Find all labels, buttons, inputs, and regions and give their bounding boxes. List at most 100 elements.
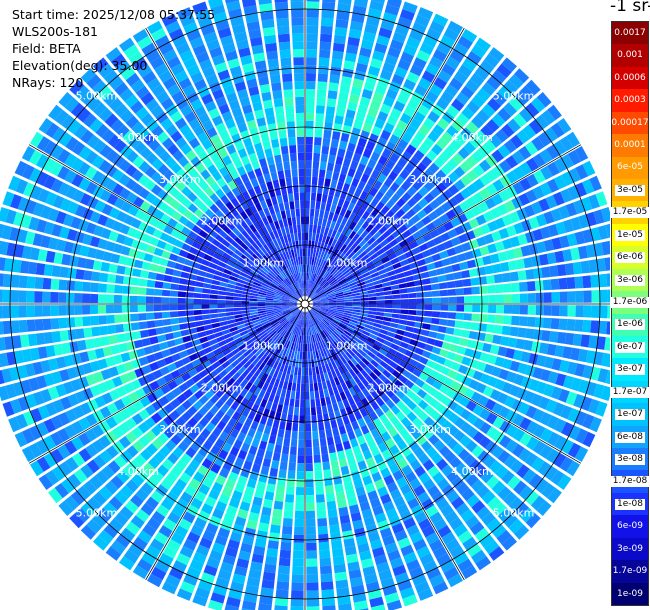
ray-bin <box>98 107 113 122</box>
ray-bin <box>472 164 485 177</box>
ray-bin <box>518 448 532 463</box>
ray-bin <box>453 42 469 57</box>
ray-bin <box>310 351 314 360</box>
ray-bin <box>267 58 279 68</box>
ray-bin <box>305 216 310 225</box>
ray-bin <box>468 218 480 229</box>
ray-bin <box>422 366 433 376</box>
ray-bin <box>445 388 457 399</box>
ray-bin <box>573 199 585 215</box>
ray-bin <box>212 170 222 182</box>
ray-bin <box>497 486 512 501</box>
ray-bin <box>543 305 552 316</box>
ray-bin <box>536 241 547 254</box>
ray-bin <box>506 170 519 184</box>
ray-bin <box>338 458 348 468</box>
ray-bin <box>312 374 318 384</box>
ray-bin <box>372 92 384 103</box>
ray-bin <box>109 389 120 401</box>
ray-bin <box>348 264 357 271</box>
ray-bin <box>449 343 459 353</box>
ray-bin <box>392 309 401 314</box>
ray-bin <box>265 375 273 384</box>
ray-bin <box>306 264 309 273</box>
ray-bin <box>272 257 279 266</box>
ray-bin <box>486 75 502 90</box>
ray-bin <box>440 304 449 311</box>
ray-bin <box>394 530 408 542</box>
ray-bin <box>406 411 418 422</box>
ray-bin <box>359 291 368 295</box>
ray-bin <box>314 129 323 138</box>
ray-bin <box>266 242 273 251</box>
ray-bin <box>341 382 348 392</box>
ray-bin <box>380 403 390 414</box>
ray-bin <box>301 311 304 320</box>
ray-bin <box>316 357 322 367</box>
ray-bin <box>220 393 230 403</box>
ray-bin <box>186 29 201 42</box>
ray-bin <box>567 442 582 458</box>
ray-bin <box>465 440 478 453</box>
ray-bin <box>28 442 43 458</box>
ray-bin <box>333 259 340 267</box>
ray-bin <box>210 318 220 324</box>
ray-bin <box>116 124 130 138</box>
ray-bin <box>326 379 332 389</box>
ray-bin <box>229 65 242 77</box>
ray-bin <box>266 50 278 60</box>
ray-bin <box>333 34 347 45</box>
ray-bin <box>297 319 301 328</box>
ray-bin <box>413 484 426 497</box>
ray-bin <box>447 573 463 588</box>
ray-bin <box>253 368 262 378</box>
ray-bin <box>267 349 275 358</box>
ray-bin <box>184 484 197 497</box>
ray-bin <box>310 335 314 344</box>
ray-bin <box>338 603 352 610</box>
ray-bin <box>520 245 531 257</box>
ray-bin <box>360 369 369 378</box>
ray-bin <box>477 201 490 213</box>
ray-bin <box>299 311 303 320</box>
ray-bin <box>501 470 515 485</box>
ray-bin <box>551 305 560 317</box>
ray-bin <box>86 96 102 112</box>
ray-bin <box>429 324 439 332</box>
ray-bin <box>494 217 506 229</box>
ray-bin <box>196 326 205 333</box>
ray-bin <box>323 338 329 347</box>
ray-bin <box>246 236 255 245</box>
ray-bin <box>289 324 294 333</box>
ray-bin <box>129 304 138 313</box>
ray-bin <box>312 299 321 302</box>
ray-bin <box>443 265 453 274</box>
ray-bin <box>503 283 512 293</box>
ray-bin <box>289 305 298 308</box>
ray-bin <box>255 239 263 249</box>
ray-bin <box>278 202 285 212</box>
ray-bin <box>294 399 300 408</box>
ray-bin <box>349 463 359 473</box>
colorbar-segment: 1e-06 <box>612 313 648 337</box>
ray-bin <box>323 388 330 398</box>
ray-bin <box>583 305 592 318</box>
ray-bin <box>347 455 356 466</box>
ray-bin <box>401 464 413 476</box>
ray-bin <box>334 240 341 249</box>
ray-bin <box>311 282 316 290</box>
ray-bin <box>441 131 454 144</box>
ray-bin <box>605 370 610 385</box>
ray-bin <box>293 273 298 282</box>
ray-bin <box>342 530 354 540</box>
ray-bin <box>273 247 280 256</box>
ray-bin <box>114 314 123 324</box>
ray-bin <box>10 194 22 210</box>
ray-bin <box>342 415 351 425</box>
ray-bin <box>171 324 181 332</box>
ray-bin <box>570 216 582 231</box>
ray-bin <box>552 452 567 468</box>
ray-bin <box>280 145 289 155</box>
ray-bin <box>312 249 317 258</box>
ray-bin <box>146 354 156 364</box>
